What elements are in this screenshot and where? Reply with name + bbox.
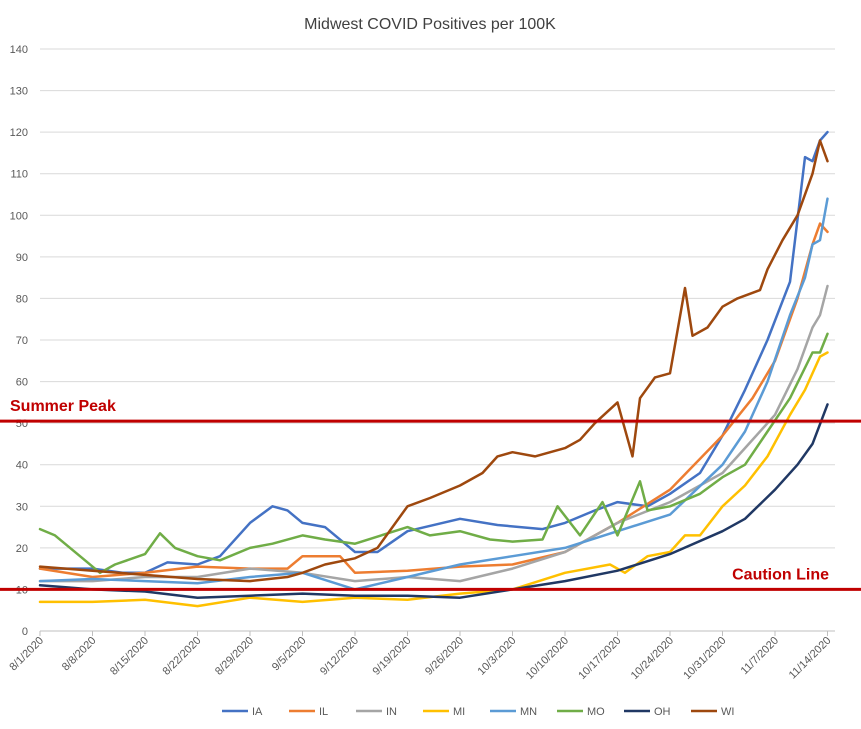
legend: IA IL IN MI MN MO OH WI — [222, 706, 734, 718]
reference-line-label: Summer Peak — [10, 398, 116, 415]
y-tick-label: 70 — [16, 335, 28, 347]
series-line-mn — [38, 197, 829, 591]
x-tick-label: 9/5/2020 — [270, 635, 309, 674]
y-tick-label: 20 — [16, 543, 28, 555]
legend-label: WI — [721, 706, 734, 718]
x-tick-label: 9/12/2020 — [318, 635, 361, 678]
legend-label: MO — [587, 706, 605, 718]
gridlines — [40, 48, 835, 632]
x-tick-label: 10/17/2020 — [576, 635, 623, 682]
legend-label: IA — [252, 706, 263, 718]
x-tick-label: 8/15/2020 — [108, 635, 151, 678]
x-tick-label: 11/7/2020 — [739, 635, 782, 678]
y-tick-label: 40 — [16, 460, 28, 472]
y-tick-label: 140 — [10, 44, 28, 56]
y-axis: 0102030405060708090100110120130140 — [10, 44, 28, 638]
x-tick-label: 8/1/2020 — [7, 635, 46, 674]
x-tick-label: 8/29/2020 — [213, 635, 256, 678]
y-tick-label: 100 — [10, 210, 28, 222]
legend-label: MN — [520, 706, 537, 718]
y-tick-label: 90 — [16, 252, 28, 264]
y-tick-label: 0 — [22, 626, 28, 638]
x-tick-label: 10/31/2020 — [681, 635, 728, 682]
reference-lines: Summer Peak Caution Line — [0, 398, 861, 591]
reference-line-label: Caution Line — [732, 566, 829, 583]
y-tick-label: 80 — [16, 293, 28, 305]
legend-label: IN — [386, 706, 397, 718]
x-tick-label: 10/3/2020 — [476, 635, 519, 678]
series-line-mo — [38, 332, 829, 575]
y-tick-label: 120 — [10, 127, 28, 139]
series-line-wi — [38, 139, 829, 583]
legend-label: OH — [654, 706, 671, 718]
x-tick-label: 9/26/2020 — [423, 635, 466, 678]
x-tick-label: 8/8/2020 — [60, 635, 99, 674]
y-tick-label: 60 — [16, 377, 28, 389]
x-tick-label: 8/22/2020 — [161, 635, 204, 678]
x-tick-label: 9/19/2020 — [371, 635, 414, 678]
x-axis: 8/1/2020 8/8/2020 8/15/2020 8/22/2020 8/29/2… — [7, 631, 834, 682]
x-tick-label: 10/24/2020 — [629, 635, 676, 682]
legend-label: MI — [453, 706, 465, 718]
y-tick-label: 110 — [10, 169, 28, 181]
series-line-in — [38, 284, 829, 583]
y-tick-label: 130 — [10, 86, 28, 98]
chart-title: Midwest COVID Positives per 100K — [304, 16, 556, 33]
y-tick-label: 30 — [16, 501, 28, 513]
series-line-ia — [38, 130, 829, 575]
legend-label: IL — [319, 706, 328, 718]
series-lines — [38, 130, 829, 608]
x-tick-label: 10/10/2020 — [524, 635, 571, 682]
series-line-mi — [38, 351, 829, 608]
x-tick-label: 11/14/2020 — [787, 635, 834, 682]
